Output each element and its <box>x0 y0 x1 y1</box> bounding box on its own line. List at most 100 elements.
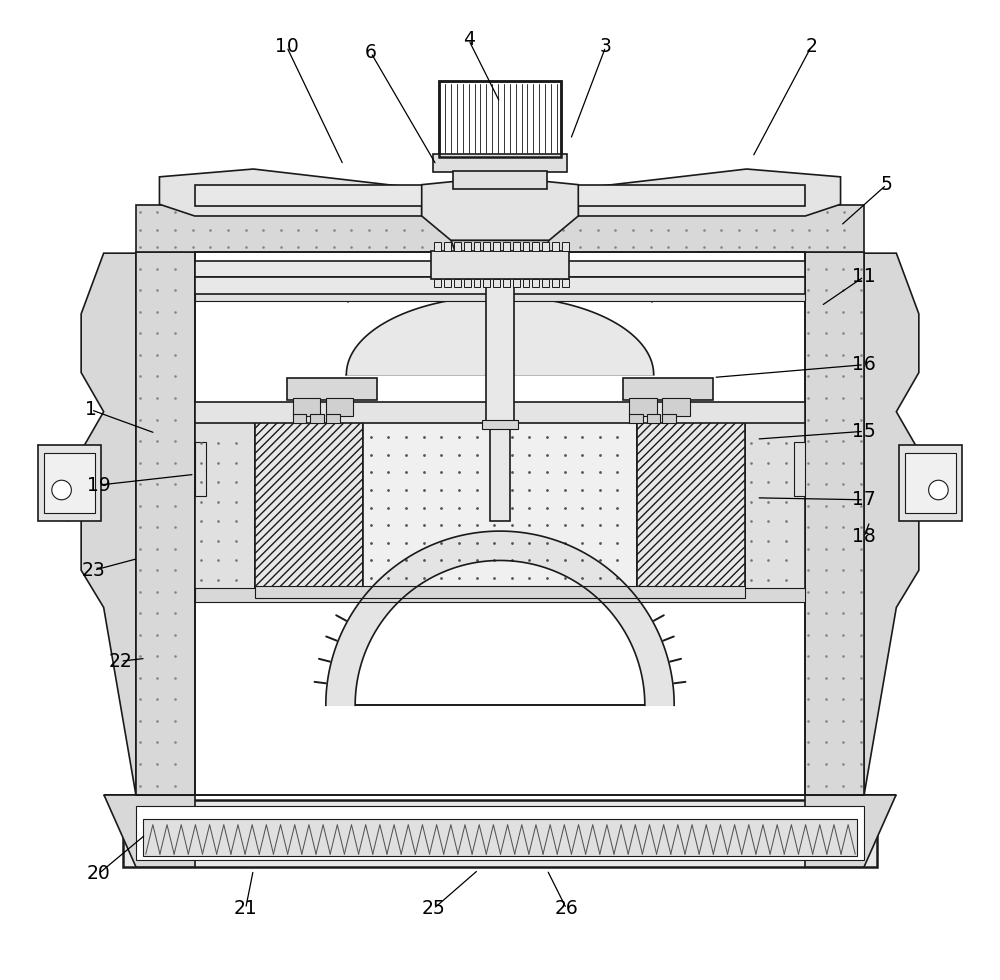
Bar <box>255 421 363 590</box>
Bar <box>293 414 306 423</box>
Text: 25: 25 <box>422 900 445 918</box>
Text: 21: 21 <box>234 900 257 918</box>
Polygon shape <box>805 796 896 866</box>
Bar <box>195 252 805 796</box>
Bar <box>483 242 490 251</box>
Bar <box>503 242 510 251</box>
Bar <box>195 402 805 423</box>
Bar <box>745 421 805 590</box>
Bar <box>136 807 864 859</box>
Text: 15: 15 <box>852 421 876 441</box>
Bar <box>143 819 857 856</box>
Circle shape <box>929 480 948 500</box>
Bar <box>444 278 451 287</box>
Bar <box>647 414 660 423</box>
Bar <box>326 398 353 416</box>
Text: 26: 26 <box>555 900 578 918</box>
Bar <box>195 421 255 590</box>
Bar <box>310 414 324 423</box>
Bar <box>905 453 956 514</box>
Text: 6: 6 <box>365 43 377 62</box>
Bar <box>44 453 95 514</box>
Bar <box>287 378 377 400</box>
Text: 5: 5 <box>881 175 892 194</box>
Bar <box>136 252 195 796</box>
Text: 1: 1 <box>85 400 97 419</box>
Text: 2: 2 <box>805 37 817 56</box>
Bar <box>454 242 461 251</box>
Bar <box>542 242 549 251</box>
Bar <box>326 414 340 423</box>
Bar <box>552 242 559 251</box>
Text: 4: 4 <box>463 30 475 49</box>
Text: 20: 20 <box>87 864 111 883</box>
Bar <box>629 414 643 423</box>
Bar <box>486 269 514 423</box>
Text: 17: 17 <box>852 490 876 510</box>
Bar <box>899 445 962 521</box>
Bar <box>805 252 864 796</box>
Bar <box>503 278 510 287</box>
Bar <box>794 442 805 496</box>
Polygon shape <box>104 796 195 866</box>
Text: 11: 11 <box>852 268 876 286</box>
Bar <box>453 171 547 188</box>
Bar <box>293 398 320 416</box>
Bar <box>493 278 500 287</box>
Bar <box>439 81 561 157</box>
Bar <box>195 588 805 602</box>
Bar <box>454 278 461 287</box>
Bar <box>195 184 805 206</box>
Text: 23: 23 <box>82 561 106 580</box>
Polygon shape <box>864 253 919 796</box>
Text: 10: 10 <box>275 37 299 56</box>
Bar <box>532 278 539 287</box>
Polygon shape <box>422 176 578 240</box>
Bar <box>637 421 745 590</box>
Bar <box>439 81 561 157</box>
Bar <box>532 242 539 251</box>
Text: 19: 19 <box>87 475 111 495</box>
Text: 18: 18 <box>852 527 876 547</box>
Text: 16: 16 <box>852 355 876 374</box>
Bar <box>483 278 490 287</box>
Bar <box>38 445 101 521</box>
Bar <box>123 801 877 866</box>
Bar <box>434 278 441 287</box>
Bar <box>143 819 857 856</box>
Bar <box>474 278 480 287</box>
Bar <box>195 442 206 496</box>
Bar <box>456 265 544 284</box>
Polygon shape <box>326 531 674 706</box>
Bar <box>431 251 569 278</box>
Bar <box>552 278 559 287</box>
Bar <box>482 419 518 429</box>
Bar <box>513 278 520 287</box>
Bar <box>523 242 529 251</box>
Bar <box>363 421 637 590</box>
Circle shape <box>52 480 71 500</box>
Bar <box>433 154 567 172</box>
Polygon shape <box>81 253 136 796</box>
Bar <box>255 586 745 598</box>
Bar <box>562 278 569 287</box>
Bar <box>490 423 510 521</box>
Bar <box>434 242 441 251</box>
Bar <box>523 278 529 287</box>
Bar <box>623 378 713 400</box>
Bar <box>136 205 864 252</box>
Bar <box>493 242 500 251</box>
Bar <box>662 414 676 423</box>
Bar <box>629 398 657 416</box>
Bar <box>513 242 520 251</box>
Bar <box>562 242 569 251</box>
Polygon shape <box>451 240 549 267</box>
Bar <box>474 242 480 251</box>
Bar <box>195 261 805 276</box>
Bar <box>195 276 805 294</box>
Polygon shape <box>578 169 841 216</box>
Text: 22: 22 <box>108 652 132 670</box>
Bar <box>542 278 549 287</box>
Bar <box>444 242 451 251</box>
Bar <box>195 291 805 301</box>
